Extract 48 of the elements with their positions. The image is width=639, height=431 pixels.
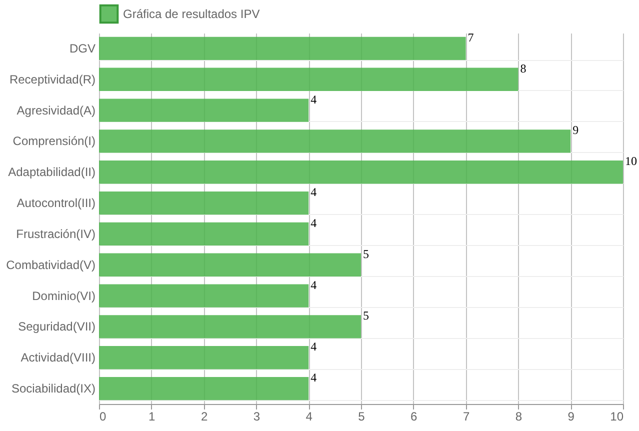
data-label: 4 (310, 278, 317, 292)
x-tick-label: 5 (358, 410, 366, 424)
bar (99, 130, 571, 153)
bar (99, 315, 361, 338)
y-tick-label: Combatividad(V) (6, 258, 96, 272)
x-tick-label: 8 (515, 410, 522, 424)
x-tick-label: 6 (410, 410, 418, 424)
x-tick-label: 0 (100, 410, 106, 424)
legend-label: Gráfica de resultados IPV (123, 7, 260, 21)
data-label: 8 (520, 61, 526, 76)
data-label: 7 (468, 30, 474, 44)
bar (99, 222, 309, 246)
bar (99, 376, 309, 400)
data-label: 4 (310, 216, 317, 230)
y-tick-label: Adaptabilidad(II) (8, 165, 96, 180)
bar (99, 253, 361, 276)
x-tick-label: 9 (568, 410, 575, 424)
bar (99, 98, 309, 122)
x-tick-label: 1 (148, 410, 156, 424)
bar (99, 68, 518, 91)
data-label: 4 (310, 92, 317, 106)
x-tick-label: 10 (610, 410, 624, 424)
data-label: 4 (310, 370, 317, 385)
y-tick-label: DGV (69, 41, 96, 56)
data-label: 5 (363, 308, 369, 323)
data-label: 4 (310, 185, 317, 200)
data-label: 10 (625, 154, 637, 168)
data-label: 5 (363, 246, 369, 261)
y-tick-label: Sociabilidad(IX) (11, 382, 96, 396)
bar (99, 284, 309, 308)
bar (99, 191, 309, 215)
y-tick-label: Actividad(VIII) (20, 350, 96, 365)
bar (99, 160, 623, 184)
x-tick-label: 3 (253, 410, 260, 424)
x-tick-label: 7 (462, 410, 470, 424)
y-tick-label: Receptividad(R) (9, 72, 96, 86)
x-tick-label: 4 (306, 410, 313, 424)
x-tick-label: 2 (200, 410, 208, 424)
y-tick-label: Seguridad(VII) (18, 320, 96, 334)
y-tick-label: Comprensión(I) (12, 134, 96, 148)
y-tick-label: Dominio(VI) (32, 288, 96, 303)
data-label: 4 (310, 340, 317, 354)
bar (99, 346, 309, 370)
bar (99, 36, 466, 60)
y-tick-label: Autocontrol(III) (16, 196, 96, 210)
data-label: 9 (572, 123, 579, 138)
y-tick-label: Agresividad(A) (16, 103, 96, 118)
y-tick-label: Frustración(IV) (16, 226, 96, 241)
